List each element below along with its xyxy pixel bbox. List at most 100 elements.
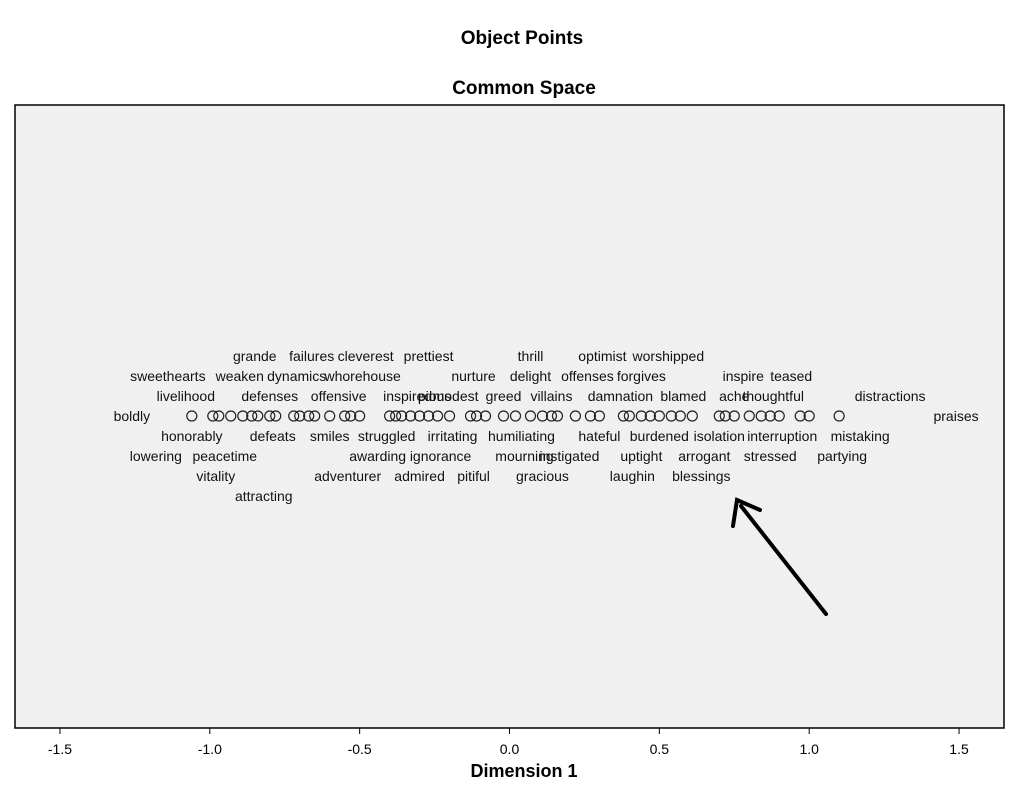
data-point [623,410,635,422]
point-label: instigated [539,448,599,464]
data-point [443,410,456,422]
data-point [743,410,755,422]
data-point [497,410,510,422]
point-label: boldly [114,408,151,424]
data-point [524,410,537,422]
data-point [803,410,815,422]
point-label: interruption [747,428,817,444]
x-tick-label: 0.0 [500,741,520,757]
data-point [413,410,426,422]
data-point [270,410,282,422]
data-point [545,410,558,422]
data-points [186,410,845,422]
x-tick-label: -1.0 [198,741,222,757]
data-point [617,410,629,422]
data-point [584,410,597,422]
data-point [288,410,300,422]
data-point [309,410,321,422]
data-point [593,410,606,422]
point-label: blamed [660,388,706,404]
point-label: pious [418,388,451,404]
point-label: defeats [250,428,296,444]
point-label: offensive [311,388,367,404]
point-label: inspire [723,368,764,384]
x-axis-label: Dimension 1 [470,761,577,781]
point-label: attracting [235,488,293,504]
data-point [653,410,665,422]
data-point [728,410,740,422]
point-label: prettiest [404,348,454,364]
point-label: whorehouse [324,368,401,384]
point-label: mourning [495,448,553,464]
plot-area [14,104,1005,729]
point-label: uptight [620,448,662,464]
data-point [464,410,477,422]
data-point [665,410,677,422]
point-labels: grande failures cleverest prettiest thrill op… [114,348,979,504]
point-label: dynamics [267,368,326,384]
data-point [294,410,306,422]
point-label: partying [817,448,867,464]
point-label: peacetime [192,448,257,464]
data-point [569,410,582,422]
point-label: modest [433,388,479,404]
point-label: failures [289,348,334,364]
point-label: optimist [578,348,626,364]
point-label: offenses [561,368,614,384]
data-point [405,410,417,422]
point-label: greed [486,388,522,404]
data-point [396,410,408,422]
point-label: stressed [744,448,797,464]
data-point [354,410,366,422]
point-label: lowering [130,448,182,464]
point-label: vitality [196,468,235,484]
data-point [686,410,698,422]
point-label: hateful [578,428,620,444]
point-label: nurture [451,368,496,384]
data-point [384,410,396,422]
point-label: burdened [630,428,689,444]
data-point [207,410,219,422]
point-label: laughin [610,468,655,484]
data-point [324,410,336,422]
point-label: livelihood [157,388,215,404]
data-point [674,410,686,422]
data-point [536,410,549,422]
point-label: damnation [588,388,653,404]
point-label: isolation [694,428,745,444]
x-tick-label: 1.0 [799,741,819,757]
chart-subtitle: Common Space [452,78,596,99]
point-label: weaken [215,368,264,384]
data-point [225,410,237,422]
point-label: irritating [428,428,478,444]
annotation-arrow [731,497,828,616]
data-point [252,410,264,422]
x-tick-label: 1.5 [949,741,969,757]
data-point [213,410,225,422]
point-label: teased [770,368,812,384]
data-point [237,410,249,422]
point-label: delight [510,368,551,384]
point-label: villains [530,388,572,404]
data-point [186,410,198,422]
data-point [264,410,276,422]
data-point [833,410,845,422]
point-label: ignorance [410,448,472,464]
data-point [794,410,806,422]
point-label: sweethearts [130,368,205,384]
data-point [509,410,522,422]
data-point [635,410,647,422]
data-point [551,410,564,422]
point-label: praises [933,408,978,424]
data-point [303,410,315,422]
data-point [390,410,402,422]
data-point [422,410,435,422]
point-label: adventurer [314,468,381,484]
point-label: pitiful [457,468,490,484]
data-point [719,410,731,422]
point-label: thoughtful [742,388,804,404]
data-point [470,410,483,422]
x-axis: -1.5 -1.0 -0.5 0.0 0.5 1.0 1.5 [48,728,969,757]
data-point [713,410,725,422]
